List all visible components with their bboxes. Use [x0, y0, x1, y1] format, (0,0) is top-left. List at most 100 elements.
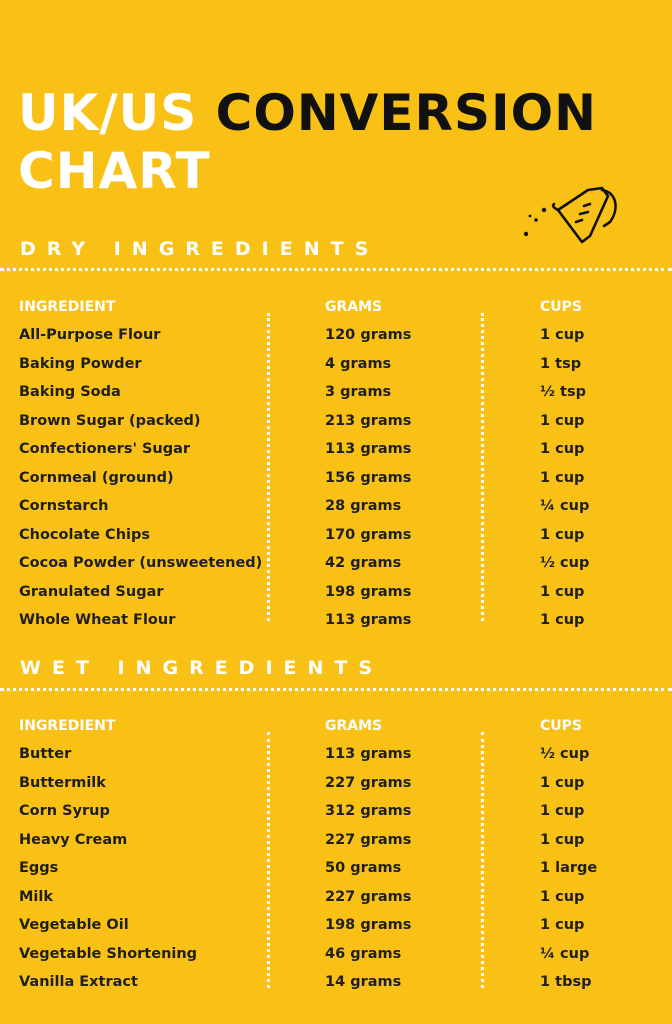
ingredient-cell: Vanilla Extract — [19, 974, 138, 990]
table-row: Buttermilk 227 grams 1 cup — [0, 775, 672, 804]
table-row: Heavy Cream 227 grams 1 cup — [0, 832, 672, 861]
ingredient-cell: All-Purpose Flour — [19, 327, 161, 343]
grams-cell: 28 grams — [325, 498, 402, 514]
ingredient-cell: Eggs — [19, 860, 59, 876]
ingredient-cell: Cocoa Powder (unsweetened) — [19, 555, 263, 571]
grams-cell: 227 grams — [325, 831, 412, 848]
grams-cell: 46 grams — [325, 945, 402, 962]
wet-col-grams: GRAMS — [325, 718, 383, 734]
ingredient-cell: Milk — [19, 888, 54, 905]
cups-cell: 1 cup — [540, 831, 585, 848]
wet-column-divider-2 — [481, 732, 484, 988]
grams-cell: 113 grams — [325, 746, 412, 762]
grams-cell: 198 grams — [325, 583, 412, 600]
ingredient-cell: Granulated Sugar — [19, 583, 164, 600]
wet-col-cups: CUPS — [540, 718, 582, 734]
cups-cell: ½ cup — [540, 555, 590, 571]
cups-cell: ½ tsp — [540, 384, 586, 400]
table-row: Cocoa Powder (unsweetened) 42 grams ½ cup — [0, 555, 672, 584]
table-row: Baking Soda 3 grams ½ tsp — [0, 384, 672, 413]
table-row: Cornstarch 28 grams ¼ cup — [0, 498, 672, 527]
grams-cell: 4 grams — [325, 355, 392, 372]
ingredient-cell: Cornstarch — [19, 498, 109, 514]
ingredient-cell: Baking Powder — [19, 355, 142, 372]
ingredient-cell: Butter — [19, 746, 72, 762]
cups-cell: 1 large — [540, 860, 598, 876]
grams-cell: 113 grams — [325, 612, 412, 628]
table-row: All-Purpose Flour 120 grams 1 cup — [0, 327, 672, 356]
dry-column-divider-1 — [267, 313, 270, 621]
grams-cell: 198 grams — [325, 917, 412, 933]
title-part2: CONVERSION — [215, 84, 598, 142]
title-part3: CHART — [18, 142, 211, 200]
cups-cell: 1 tbsp — [540, 974, 592, 990]
page-title: UK/US CONVERSION CHART — [18, 84, 597, 200]
cups-cell: 1 cup — [540, 469, 585, 486]
grams-cell: 3 grams — [325, 384, 392, 400]
wet-section-heading: WET INGREDIENTS — [20, 657, 384, 679]
cups-cell: 1 cup — [540, 888, 585, 905]
table-row: Vegetable Shortening 46 grams ¼ cup — [0, 946, 672, 975]
ingredient-cell: Whole Wheat Flour — [19, 612, 176, 628]
ingredient-cell: Vegetable Shortening — [19, 945, 198, 962]
grams-cell: 50 grams — [325, 860, 402, 876]
table-row: Vegetable Oil 198 grams 1 cup — [0, 917, 672, 946]
ingredient-cell: Buttermilk — [19, 774, 106, 791]
grams-cell: 227 grams — [325, 774, 412, 791]
dry-col-grams: GRAMS — [325, 299, 383, 315]
ingredient-cell: Confectioners' Sugar — [19, 441, 191, 457]
dry-col-cups: CUPS — [540, 299, 582, 315]
table-row: Whole Wheat Flour 113 grams 1 cup — [0, 612, 672, 641]
wet-ingredients-table: Butter 113 grams ½ cup Buttermilk 227 grams 1… — [0, 746, 672, 1003]
cups-cell: ½ cup — [540, 746, 590, 762]
grams-cell: 170 grams — [325, 526, 412, 543]
wet-column-divider-1 — [267, 732, 270, 988]
ingredient-cell: Brown Sugar (packed) — [19, 412, 201, 429]
dry-section-heading: DRY INGREDIENTS — [20, 238, 380, 260]
grams-cell: 156 grams — [325, 469, 412, 486]
ingredient-cell: Heavy Cream — [19, 831, 128, 848]
cups-cell: 1 cup — [540, 441, 585, 457]
table-row: Eggs 50 grams 1 large — [0, 860, 672, 889]
cups-cell: ¼ cup — [540, 498, 590, 514]
cups-cell: 1 cup — [540, 583, 585, 600]
cups-cell: ¼ cup — [540, 945, 590, 962]
grams-cell: 120 grams — [325, 327, 412, 343]
table-row: Butter 113 grams ½ cup — [0, 746, 672, 775]
grams-cell: 14 grams — [325, 974, 402, 990]
grams-cell: 113 grams — [325, 441, 412, 457]
grams-cell: 312 grams — [325, 803, 412, 819]
table-row: Chocolate Chips 170 grams 1 cup — [0, 527, 672, 556]
cups-cell: 1 cup — [540, 526, 585, 543]
cups-cell: 1 cup — [540, 612, 585, 628]
ingredient-cell: Corn Syrup — [19, 803, 110, 819]
ingredient-cell: Baking Soda — [19, 384, 121, 400]
dry-ingredients-table: All-Purpose Flour 120 grams 1 cup Baking Po… — [0, 327, 672, 641]
wet-col-ingredient: INGREDIENT — [19, 718, 116, 734]
table-row: Baking Powder 4 grams 1 tsp — [0, 356, 672, 385]
cups-cell: 1 tsp — [540, 355, 582, 372]
title-part1: UK/US — [18, 84, 198, 142]
ingredient-cell: Chocolate Chips — [19, 526, 150, 543]
grams-cell: 227 grams — [325, 888, 412, 905]
measuring-cup-icon — [523, 186, 617, 244]
ingredient-cell: Vegetable Oil — [19, 917, 129, 933]
table-row: Vanilla Extract 14 grams 1 tbsp — [0, 974, 672, 1003]
wet-divider — [0, 688, 672, 691]
cups-cell: 1 cup — [540, 327, 585, 343]
cups-cell: 1 cup — [540, 774, 585, 791]
table-row: Milk 227 grams 1 cup — [0, 889, 672, 918]
cups-cell: 1 cup — [540, 917, 585, 933]
table-row: Brown Sugar (packed) 213 grams 1 cup — [0, 413, 672, 442]
table-row: Granulated Sugar 198 grams 1 cup — [0, 584, 672, 613]
dry-divider — [0, 268, 672, 271]
dry-col-ingredient: INGREDIENT — [19, 299, 116, 315]
grams-cell: 213 grams — [325, 412, 412, 429]
dry-column-divider-2 — [481, 313, 484, 621]
ingredient-cell: Cornmeal (ground) — [19, 469, 174, 486]
table-row: Cornmeal (ground) 156 grams 1 cup — [0, 470, 672, 499]
cups-cell: 1 cup — [540, 412, 585, 429]
table-row: Corn Syrup 312 grams 1 cup — [0, 803, 672, 832]
table-row: Confectioners' Sugar 113 grams 1 cup — [0, 441, 672, 470]
grams-cell: 42 grams — [325, 555, 402, 571]
